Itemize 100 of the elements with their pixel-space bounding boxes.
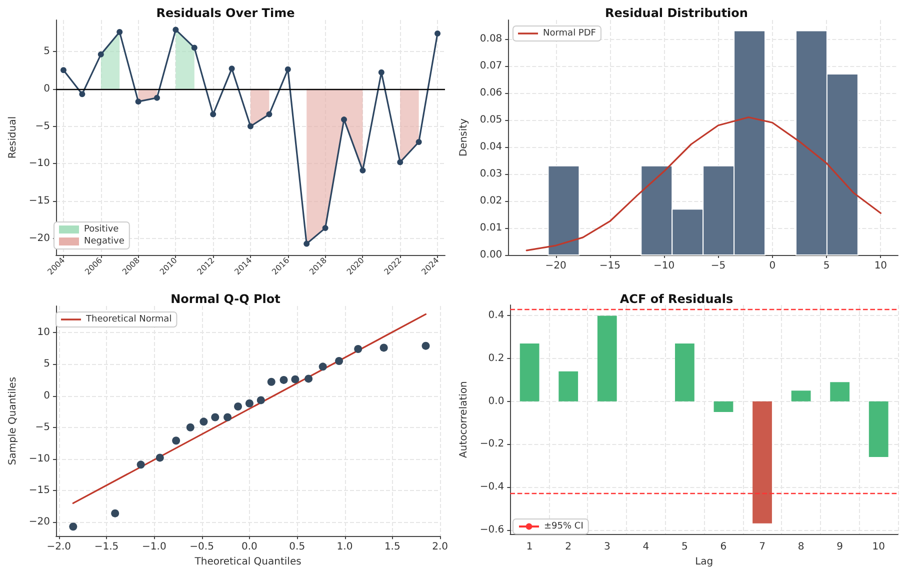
y-tick-label: −5 [35,120,50,132]
x-tick-label: 8 [798,542,804,553]
point [172,26,179,33]
point [380,344,388,352]
y-tick-label: 0 [44,390,50,402]
x-tick-label: −20 [545,260,566,272]
point [341,116,348,123]
x-tick-label: 3 [604,542,610,553]
y-tick-label: 0.01 [480,222,502,234]
x-tick-label: 10 [874,260,888,272]
y-tick-label: −10 [28,453,50,464]
y-tick-label: 0 [44,83,50,94]
x-axis-title: Lag [695,556,714,568]
point [267,378,276,386]
legend-label: Negative [84,236,125,246]
bar [752,401,772,524]
x-tick-label: 5 [823,260,830,272]
point [304,240,310,247]
point [280,376,288,384]
y-tick-label: −0.2 [480,438,504,450]
point [378,69,384,76]
line-series [526,116,882,252]
x-tick-label: −10 [654,260,675,272]
bar [558,371,578,402]
point [335,357,344,365]
x-tick-label: 9 [836,542,844,553]
point [154,94,160,101]
y-axis-title: Density [458,118,470,157]
x-tick-label: −5 [710,260,726,272]
bar [675,344,694,402]
x-tick-label: 0 [769,260,776,272]
point [416,138,422,145]
x-tick-label: −1.0 [142,542,166,553]
y-tick-label: 0.02 [480,195,502,206]
x-tick-label: 2 [565,542,572,553]
point [318,362,327,371]
x-tick-label: 1 [526,542,533,553]
bar [830,382,850,402]
y-axis-title: Sample Quantiles [8,376,18,466]
point [79,91,86,98]
y-tick-label: −5 [35,422,50,433]
point [200,418,208,426]
point [156,454,164,462]
y-tick-label: 0.04 [480,141,502,152]
point [186,423,194,432]
y-tick-label: 0.2 [488,353,504,364]
y-tick-label: 10 [37,327,50,338]
chart-title: Normal Q-Q Plot [170,292,281,306]
bar [714,401,734,412]
point [304,374,313,383]
point [422,342,430,350]
y-tick-label: 0.00 [480,250,502,260]
y-tick-label: 0.08 [480,33,502,44]
point [111,509,120,518]
legend-label: Positive [84,224,120,234]
y-tick-label: −15 [28,485,50,496]
y-tick-label: −10 [28,158,50,170]
legend-label: ±95% CI [544,522,584,532]
y-tick-label: 0.4 [488,310,504,322]
chart-title: Residuals Over Time [156,6,295,20]
chart-title: Residual Distribution [605,6,748,20]
point [266,111,272,118]
point [210,111,216,118]
point [322,225,328,232]
point [248,123,254,130]
y-tick-label: −0.4 [480,481,504,492]
x-tick-label: 2.0 [432,542,448,553]
x-tick-label: −1.5 [94,542,119,553]
x-tick-label: 0.5 [289,542,306,553]
y-axis-title: Residual [8,116,18,159]
y-tick-label: 0.03 [480,168,502,180]
y-tick-label: 0.05 [480,114,502,126]
point [245,399,254,408]
point [256,396,265,404]
legend-label: Normal PDF [543,28,596,38]
point [116,28,123,35]
x-tick-label: 0.0 [242,542,258,553]
bar [868,401,888,458]
y-tick-label: 0.07 [480,60,502,72]
x-tick-label: 10 [872,542,885,553]
point [211,413,220,422]
x-tick-label: 5 [682,542,688,553]
point [135,98,142,105]
point [228,66,235,72]
point [354,344,362,353]
x-tick-label: 7 [759,542,766,553]
point [284,66,291,72]
x-axis-title: Theoretical Quantiles [194,556,302,568]
y-tick-label: −20 [28,233,50,244]
x-tick-label: 6 [720,542,727,553]
point [98,51,104,58]
point [291,375,300,384]
bar [791,390,811,402]
y-tick-label: 5 [44,46,50,57]
point [234,402,242,411]
x-tick-label: −15 [599,260,621,272]
x-tick-label: −2.0 [46,542,72,553]
y-tick-label: 0.0 [488,396,504,407]
point [172,436,180,445]
point [69,522,78,531]
